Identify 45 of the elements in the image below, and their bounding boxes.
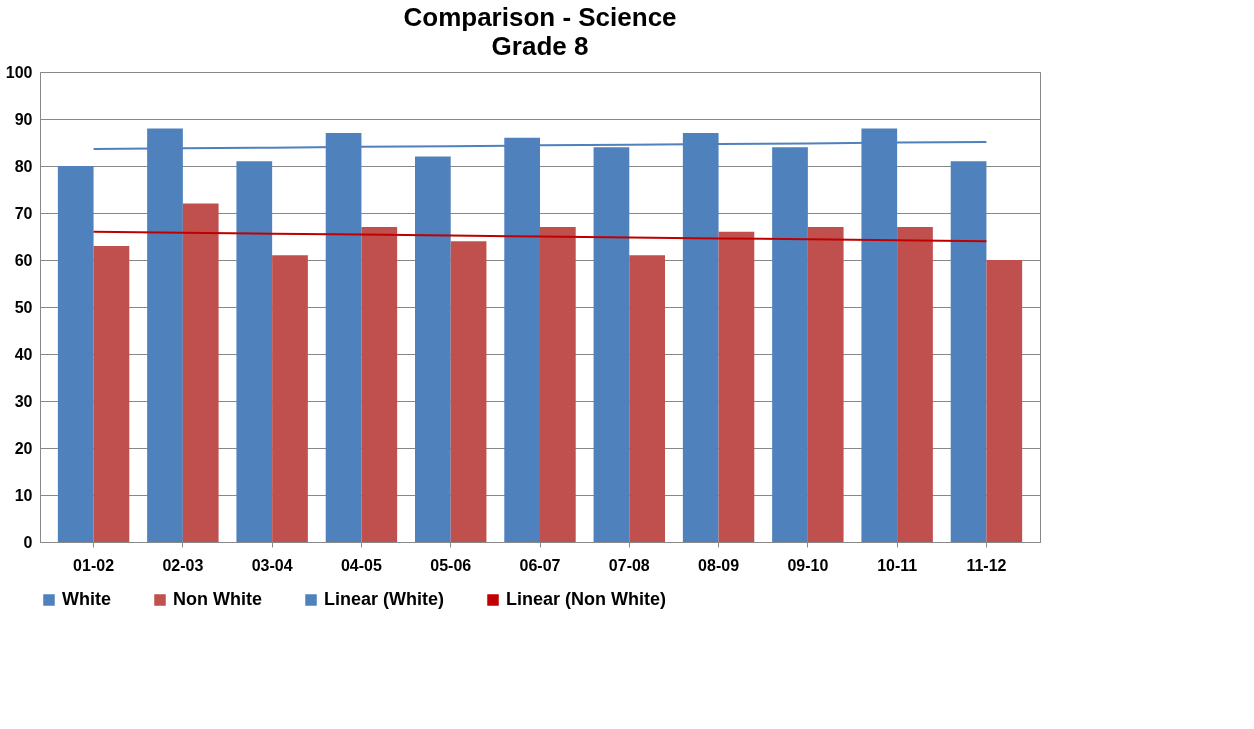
legend-label: Linear (White) xyxy=(324,589,444,609)
x-tick-label: 06-07 xyxy=(519,556,561,574)
x-tick-label: 03-04 xyxy=(251,556,293,574)
x-tick-label: 04-05 xyxy=(340,556,382,574)
x-tick-label: 01-02 xyxy=(73,556,115,574)
legend-label: White xyxy=(62,589,111,609)
bar xyxy=(772,147,808,542)
y-tick-label: 60 xyxy=(14,251,33,269)
y-tick-label: 100 xyxy=(5,63,33,81)
x-tick-label: 08-09 xyxy=(698,556,740,574)
y-tick-label: 70 xyxy=(14,204,33,222)
legend-label: Linear (Non White) xyxy=(506,589,666,609)
bar xyxy=(415,156,451,542)
bar xyxy=(182,203,219,542)
y-tick-label: 90 xyxy=(14,110,33,128)
y-tick-label: 80 xyxy=(14,157,33,175)
bar xyxy=(57,166,94,542)
bar xyxy=(361,227,398,542)
bar xyxy=(897,227,933,542)
bar xyxy=(540,227,576,542)
bar xyxy=(93,245,130,542)
y-tick-label: 20 xyxy=(14,439,33,457)
legend-label: Non White xyxy=(173,589,262,609)
y-tick-label: 30 xyxy=(14,392,33,410)
bar xyxy=(629,255,665,542)
bar xyxy=(986,260,1023,542)
x-tick-label: 10-11 xyxy=(877,556,918,574)
y-tick-label: 10 xyxy=(14,486,33,504)
bar xyxy=(718,231,755,542)
y-tick-label: 0 xyxy=(23,533,33,551)
chart-subtitle: Grade 8 xyxy=(491,31,589,61)
y-tick-label: 40 xyxy=(14,345,33,363)
chart-title: Comparison - Science xyxy=(403,2,677,32)
bar xyxy=(807,227,844,542)
bar xyxy=(450,241,487,542)
x-tick-label: 05-06 xyxy=(430,556,472,574)
bar xyxy=(950,161,987,542)
y-tick-label: 50 xyxy=(14,298,33,316)
x-tick-label: 09-10 xyxy=(787,556,829,574)
x-tick-label: 02-03 xyxy=(162,556,204,574)
bar xyxy=(272,255,308,542)
bar xyxy=(236,161,273,542)
x-tick-label: 07-08 xyxy=(608,556,650,574)
x-tick-label: 11-12 xyxy=(966,556,1007,574)
line-series xyxy=(92,230,988,243)
